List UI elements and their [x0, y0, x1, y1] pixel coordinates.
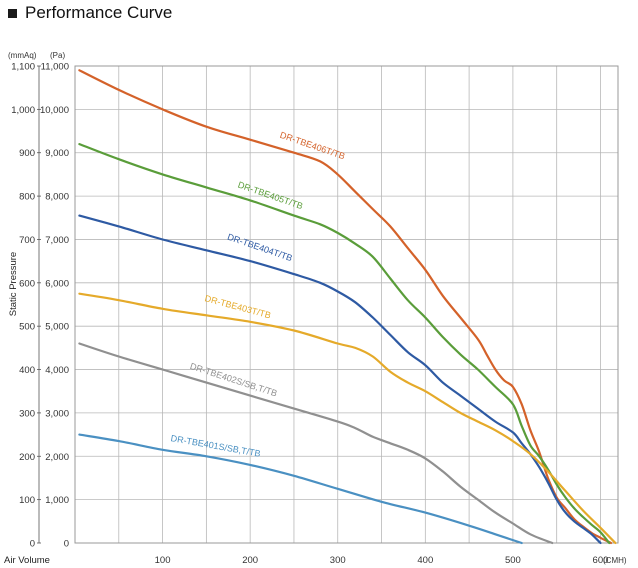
y-tick-label-mmaq: 300	[19, 408, 35, 419]
y-tick-label-mmaq: 100	[19, 495, 35, 506]
title-bullet-icon	[8, 8, 17, 18]
y-tick-label-pa: 8,000	[45, 192, 69, 203]
y-tick-label-pa: 0	[64, 539, 69, 550]
chart-title-block: Performance Curve	[8, 2, 172, 24]
x-axis-title: Air Volume	[4, 555, 50, 566]
y-tick-label-mmaq: 1,100	[11, 62, 35, 73]
series-line-3	[78, 214, 602, 545]
y-tick-label-pa: 2,000	[45, 452, 69, 463]
y-axis-title: Static Pressure	[8, 252, 19, 316]
series-label-1: DR-TBE406T/TB	[279, 130, 347, 162]
y-tick-label-pa: 1,000	[45, 495, 69, 506]
x-unit-label: (CMH)	[603, 556, 627, 565]
y-tick-label-mmaq: 600	[19, 278, 35, 289]
axis-layer: (mmAq) (Pa) Static Pressure Air Volume (…	[4, 51, 627, 566]
y-tick-label-mmaq: 900	[19, 148, 35, 159]
y-tick-label-mmaq: 0	[30, 539, 35, 550]
y-tick-label-mmaq: 700	[19, 235, 35, 246]
x-tick-label: 200	[242, 555, 258, 566]
y-tick-label-mmaq: 800	[19, 192, 35, 203]
y-tick-label-pa: 11,000	[41, 62, 69, 73]
series-label-5: DR-TBE402S/SB,T/TB	[189, 361, 279, 399]
y-unit-right-label: (Pa)	[50, 51, 65, 60]
grid-layer	[74, 65, 619, 544]
y-tick-label-pa: 7,000	[45, 235, 69, 246]
y-tick-label-pa: 3,000	[45, 408, 69, 419]
y-tick-label-pa: 5,000	[45, 322, 69, 333]
series-label-6: DR-TBE401S/SB,T/TB	[170, 433, 261, 459]
x-tick-label: 300	[330, 555, 346, 566]
series-line-6	[78, 433, 523, 545]
y-tick-label-pa: 4,000	[45, 365, 69, 376]
series-line-1	[78, 69, 613, 545]
y-tick-label-pa: 10,000	[40, 105, 69, 116]
curve-label-layer: DR-TBE406T/TBDR-TBE405T/TBDR-TBE404T/TBD…	[170, 130, 346, 459]
y-tick-label-pa: 6,000	[45, 278, 69, 289]
y-tick-label-mmaq: 200	[19, 452, 35, 463]
y-tick-label-mmaq: 500	[19, 322, 35, 333]
series-line-5	[78, 342, 554, 545]
y-tick-label-mmaq: 1,000	[11, 105, 35, 116]
chart-title: Performance Curve	[25, 3, 173, 22]
x-tick-label: 500	[505, 555, 521, 566]
plot-frame	[74, 65, 619, 544]
series-line-2	[78, 143, 611, 545]
y-unit-left-label: (mmAq)	[8, 51, 37, 60]
x-tick-label: 600	[593, 555, 609, 566]
series-layer	[78, 69, 617, 545]
x-tick-label: 400	[417, 555, 433, 566]
x-tick-label: 100	[155, 555, 171, 566]
series-line-4	[78, 292, 617, 545]
y-tick-label-pa: 9,000	[45, 148, 69, 159]
y-tick-label-mmaq: 400	[19, 365, 35, 376]
